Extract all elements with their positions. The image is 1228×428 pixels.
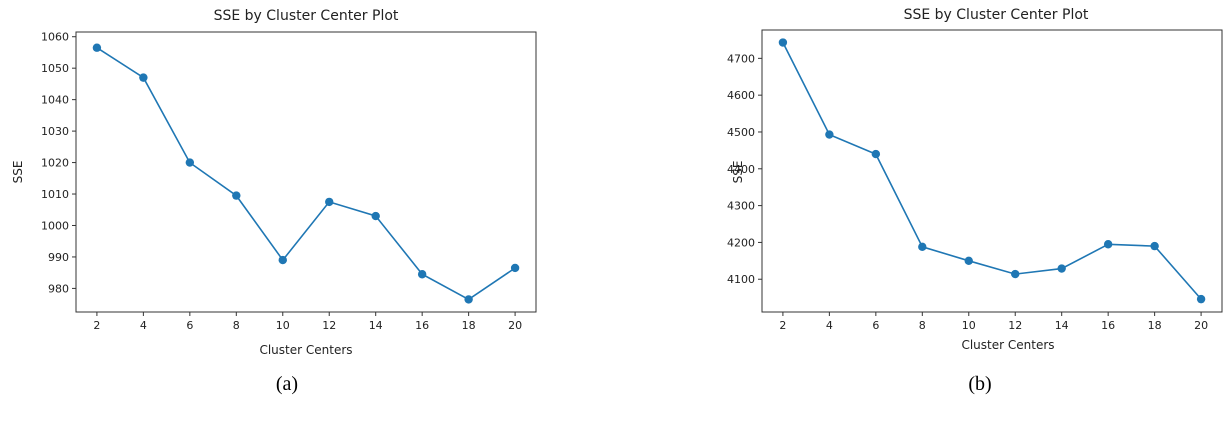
x-tick-label: 4 bbox=[140, 319, 147, 332]
series-line bbox=[96, 47, 516, 301]
x-tick-label: 2 bbox=[93, 319, 100, 332]
chart-a-plot-area bbox=[75, 31, 537, 313]
y-tick-label: 4400 bbox=[727, 163, 755, 176]
x-tick-label: 18 bbox=[462, 319, 476, 332]
x-tick-label: 14 bbox=[369, 319, 383, 332]
data-point bbox=[232, 191, 241, 200]
chart-a-x-ticks: 2 4 6 8 10 12 14 16 18 20 bbox=[93, 312, 522, 332]
y-tick-label: 1000 bbox=[41, 219, 69, 232]
x-tick-label: 16 bbox=[1101, 319, 1115, 332]
data-point bbox=[185, 158, 195, 167]
chart-b-x-label: Cluster Centers bbox=[961, 338, 1054, 352]
chart-b: SSE by Cluster Center Plot 4100420043004… bbox=[727, 7, 1223, 395]
x-tick-label: 8 bbox=[233, 319, 240, 332]
x-tick-label: 10 bbox=[276, 319, 290, 332]
data-point bbox=[778, 38, 788, 47]
data-point bbox=[871, 149, 881, 159]
y-tick-label: 1010 bbox=[41, 188, 69, 201]
y-tick-label: 4700 bbox=[727, 52, 755, 65]
chart-a-y-label: SSE bbox=[11, 161, 25, 184]
y-tick-label: 4500 bbox=[727, 126, 755, 139]
data-point bbox=[92, 43, 102, 52]
data-point bbox=[464, 295, 473, 304]
chart-a-series bbox=[92, 43, 520, 304]
chart-b-y-ticks: 4100 4200 4300 4400 4500 4600 4700 bbox=[727, 52, 762, 286]
chart-b-series bbox=[778, 38, 1206, 304]
chart-a: SSE by Cluster Center Plot 9809901000101… bbox=[11, 8, 537, 395]
chart-a-y-ticks: 980 990 1000 1010 1020 1030 1040 1050 1060 bbox=[41, 31, 76, 295]
x-tick-label: 12 bbox=[322, 319, 336, 332]
chart-b-title: SSE by Cluster Center Plot bbox=[904, 7, 1089, 23]
x-tick-label: 12 bbox=[1008, 319, 1022, 332]
y-tick-label: 1050 bbox=[41, 62, 69, 75]
x-tick-label: 10 bbox=[962, 319, 976, 332]
data-point bbox=[325, 197, 334, 207]
chart-b-caption: (b) bbox=[968, 373, 991, 395]
x-tick-label: 8 bbox=[919, 319, 926, 332]
y-tick-label: 1030 bbox=[41, 125, 69, 138]
chart-a-x-label: Cluster Centers bbox=[259, 343, 352, 357]
x-tick-label: 18 bbox=[1148, 319, 1162, 332]
chart-b-x-ticks: 2 4 6 8 10 12 14 16 18 20 bbox=[779, 312, 1208, 332]
data-point bbox=[964, 256, 973, 266]
data-point bbox=[1103, 240, 1113, 249]
y-tick-label: 4300 bbox=[727, 200, 755, 213]
data-point bbox=[1150, 241, 1159, 251]
series-line bbox=[782, 42, 1202, 300]
y-tick-label: 1060 bbox=[41, 31, 69, 44]
y-tick-label: 1020 bbox=[41, 157, 69, 170]
chart-b-y-label: SSE bbox=[731, 161, 745, 184]
x-tick-label: 20 bbox=[508, 319, 522, 332]
data-point bbox=[1057, 264, 1066, 273]
y-tick-label: 1040 bbox=[41, 94, 69, 107]
y-tick-label: 4100 bbox=[727, 273, 755, 286]
y-tick-label: 990 bbox=[48, 251, 69, 264]
y-tick-label: 4200 bbox=[727, 236, 755, 249]
chart-a-title: SSE by Cluster Center Plot bbox=[214, 8, 399, 24]
chart-a-caption: (a) bbox=[276, 373, 298, 395]
x-tick-label: 2 bbox=[779, 319, 786, 332]
data-point bbox=[371, 211, 380, 221]
y-tick-label: 980 bbox=[48, 282, 69, 295]
chart-b-plot-area bbox=[761, 29, 1223, 313]
x-tick-label: 14 bbox=[1055, 319, 1069, 332]
data-point bbox=[139, 73, 148, 82]
data-point bbox=[510, 263, 520, 273]
data-point bbox=[825, 130, 834, 139]
x-tick-label: 20 bbox=[1194, 319, 1208, 332]
x-tick-label: 6 bbox=[186, 319, 193, 332]
x-tick-label: 4 bbox=[826, 319, 833, 332]
data-point bbox=[1011, 269, 1020, 279]
data-point bbox=[278, 255, 287, 265]
data-point bbox=[417, 270, 427, 279]
y-tick-label: 4600 bbox=[727, 89, 755, 102]
x-tick-label: 16 bbox=[415, 319, 429, 332]
x-tick-label: 6 bbox=[872, 319, 879, 332]
data-point bbox=[1196, 294, 1206, 304]
data-point bbox=[918, 242, 927, 252]
